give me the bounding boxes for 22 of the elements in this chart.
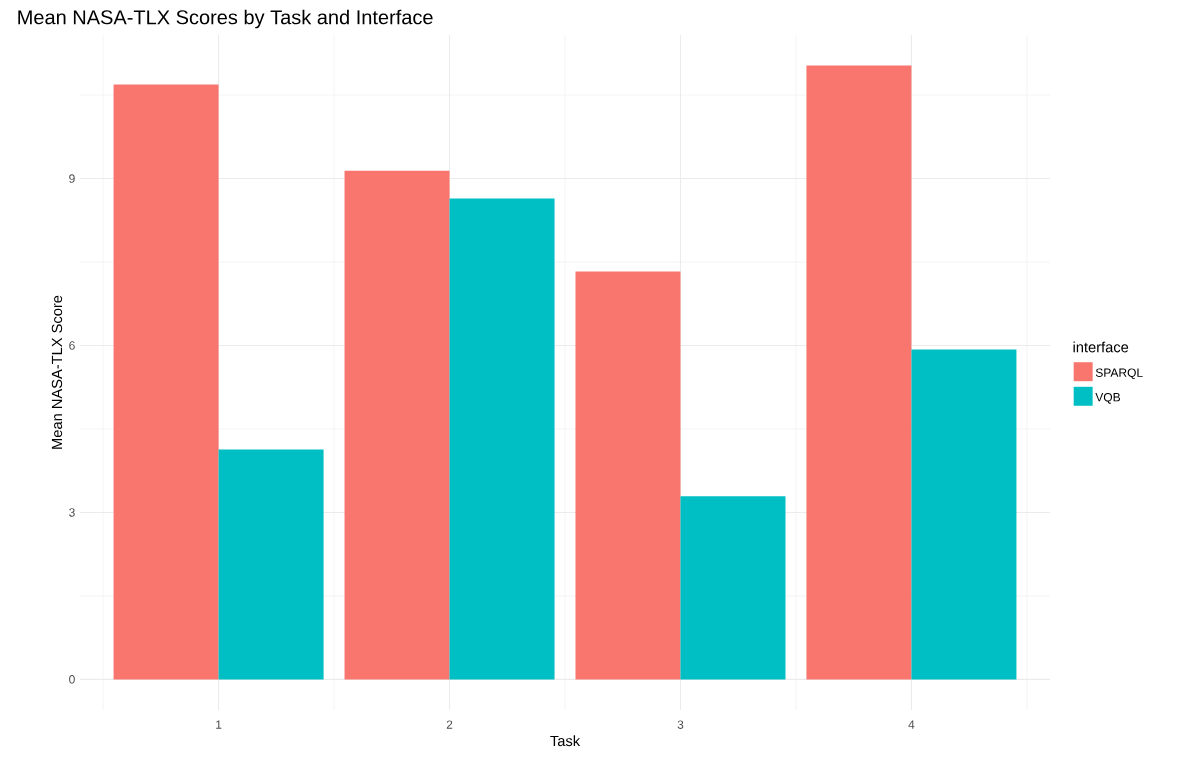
legend-label: VQB <box>1095 392 1121 404</box>
x-tick-label: 4 <box>908 720 915 729</box>
bar <box>113 84 219 680</box>
bar <box>806 65 912 680</box>
x-tick-label: 1 <box>216 720 222 729</box>
x-tick-label: 3 <box>677 720 684 729</box>
legend-label: SPARQL <box>1095 368 1143 380</box>
bar <box>218 449 324 680</box>
y-tick-label: 6 <box>69 341 75 350</box>
x-axis-title: Task <box>550 735 581 747</box>
bar <box>449 198 555 680</box>
bar <box>575 271 681 680</box>
y-tick-label: 0 <box>69 675 75 684</box>
bar <box>911 349 1017 680</box>
y-axis-title: Mean NASA-TLX Score <box>51 295 63 449</box>
chart-title: Mean NASA-TLX Scores by Task and Interface <box>18 9 433 29</box>
x-tick-label: 2 <box>446 720 453 729</box>
y-tick-label: 3 <box>69 508 75 517</box>
bar <box>680 496 786 680</box>
bar <box>344 170 450 680</box>
y-tick-label: 9 <box>69 174 75 183</box>
legend-title: interface <box>1073 341 1129 353</box>
